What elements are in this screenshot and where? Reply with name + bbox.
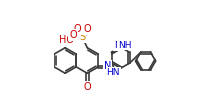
Text: S: S: [79, 32, 85, 42]
Text: HO: HO: [59, 35, 74, 45]
Text: O: O: [83, 82, 91, 92]
Text: O: O: [83, 24, 91, 34]
Text: O: O: [73, 24, 81, 34]
Text: N: N: [104, 61, 111, 71]
Text: O: O: [69, 30, 77, 40]
Text: N: N: [114, 41, 121, 50]
Text: NH: NH: [118, 41, 132, 50]
Text: HN: HN: [107, 68, 120, 77]
